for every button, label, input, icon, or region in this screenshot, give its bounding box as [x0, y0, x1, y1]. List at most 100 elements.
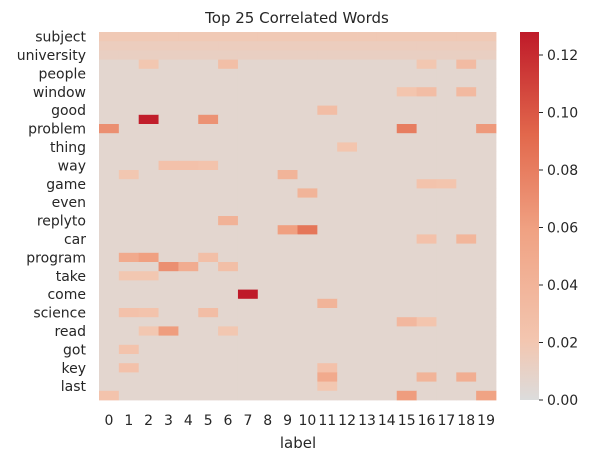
- heatmap-cell: [396, 308, 417, 318]
- heatmap-cell: [198, 381, 219, 392]
- heatmap-cell: [158, 289, 179, 300]
- heatmap-cell: [138, 114, 159, 125]
- heatmap-cell: [198, 151, 219, 162]
- heatmap-cell: [257, 326, 279, 336]
- colorbar: [520, 32, 539, 400]
- heatmap-cell: [99, 363, 120, 373]
- heatmap-cell: [218, 252, 239, 263]
- heatmap-cell: [138, 243, 159, 254]
- heatmap-cell: [297, 372, 318, 382]
- heatmap-cell: [376, 160, 398, 171]
- heatmap-cell: [357, 78, 378, 88]
- heatmap-cell: [376, 78, 398, 88]
- heatmap-cell: [237, 308, 259, 318]
- heatmap-cell: [376, 59, 398, 70]
- heatmap-cell: [357, 87, 378, 97]
- heatmap-cell: [476, 298, 497, 309]
- heatmap-cell: [337, 344, 358, 355]
- heatmap-cell: [218, 317, 239, 327]
- heatmap-cell: [218, 326, 239, 336]
- heatmap-cell: [337, 170, 358, 180]
- heatmap-cell: [436, 197, 457, 208]
- heatmap-cell: [337, 280, 358, 290]
- heatmap-cell: [317, 335, 338, 346]
- heatmap-cell: [376, 280, 398, 290]
- heatmap-cell: [456, 151, 477, 162]
- heatmap-cell: [118, 151, 140, 162]
- heatmap-cell: [118, 160, 140, 171]
- y-tick-label: program: [26, 250, 86, 266]
- heatmap-cell: [99, 32, 120, 42]
- heatmap-cell: [317, 50, 338, 60]
- y-tick-label: good: [51, 103, 86, 119]
- heatmap-cell: [376, 32, 398, 42]
- heatmap-cell: [476, 32, 497, 42]
- heatmap-cell: [396, 87, 417, 97]
- heatmap-cell: [198, 124, 219, 134]
- heatmap-cell: [277, 216, 298, 226]
- heatmap-cell: [436, 390, 457, 401]
- heatmap-cell: [337, 243, 358, 254]
- heatmap-cell: [337, 308, 358, 318]
- heatmap-cell: [138, 308, 159, 318]
- heatmap-cell: [436, 234, 457, 244]
- heatmap-cell: [416, 280, 437, 290]
- heatmap-cell: [416, 68, 437, 79]
- heatmap-cell: [476, 252, 497, 263]
- heatmap-cell: [138, 68, 159, 79]
- heatmap-cell: [277, 252, 298, 263]
- heatmap-cell: [198, 160, 219, 171]
- heatmap-cell: [118, 381, 140, 392]
- heatmap-cell: [237, 289, 259, 300]
- x-tick-label: 18: [457, 413, 475, 429]
- heatmap-cell: [337, 151, 358, 162]
- y-tick-label: replyto: [37, 214, 86, 230]
- heatmap-cell: [218, 216, 239, 226]
- x-tick-label: 15: [398, 413, 416, 429]
- heatmap-cell: [118, 271, 140, 281]
- heatmap-cell: [218, 114, 239, 125]
- heatmap-cell: [218, 188, 239, 198]
- heatmap-cell: [396, 390, 417, 401]
- heatmap-cell: [456, 243, 477, 254]
- heatmap-cell: [456, 216, 477, 226]
- heatmap-cell: [337, 50, 358, 60]
- heatmap-cell: [158, 78, 179, 88]
- heatmap-cell: [218, 390, 239, 401]
- heatmap-cell: [277, 87, 298, 97]
- heatmap-cell: [198, 142, 219, 152]
- heatmap-cell: [317, 243, 338, 254]
- heatmap-cell: [178, 363, 199, 373]
- heatmap-cell: [416, 243, 437, 254]
- heatmap-cell: [416, 87, 437, 97]
- heatmap-cell: [138, 96, 159, 106]
- heatmap-cell: [257, 78, 279, 88]
- heatmap-cell: [357, 326, 378, 336]
- heatmap-cell: [337, 335, 358, 346]
- heatmap-cell: [158, 262, 179, 272]
- heatmap-cell: [99, 78, 120, 88]
- heatmap-cell: [178, 105, 199, 116]
- heatmap-cell: [178, 59, 199, 70]
- heatmap-cell: [456, 372, 477, 382]
- colorbar-tick-label: 0.08: [547, 163, 578, 179]
- heatmap-cell: [357, 262, 378, 272]
- heatmap-cell: [138, 41, 159, 51]
- heatmap-cell: [138, 271, 159, 281]
- heatmap-cell: [436, 372, 457, 382]
- heatmap-cell: [317, 170, 338, 180]
- heatmap-cell: [277, 243, 298, 254]
- heatmap-cell: [317, 225, 338, 235]
- heatmap-cell: [436, 170, 457, 180]
- heatmap-cell: [277, 160, 298, 171]
- heatmap-cell: [337, 381, 358, 392]
- heatmap-cell: [257, 96, 279, 106]
- heatmap-cell: [297, 280, 318, 290]
- heatmap-cell: [436, 280, 457, 290]
- heatmap-cell: [198, 344, 219, 355]
- heatmap-cell: [337, 262, 358, 272]
- heatmap-cell: [237, 335, 259, 346]
- heatmap-cell: [396, 142, 417, 152]
- colorbar-tick-label: 0.00: [547, 393, 578, 409]
- heatmap-cell: [416, 41, 437, 51]
